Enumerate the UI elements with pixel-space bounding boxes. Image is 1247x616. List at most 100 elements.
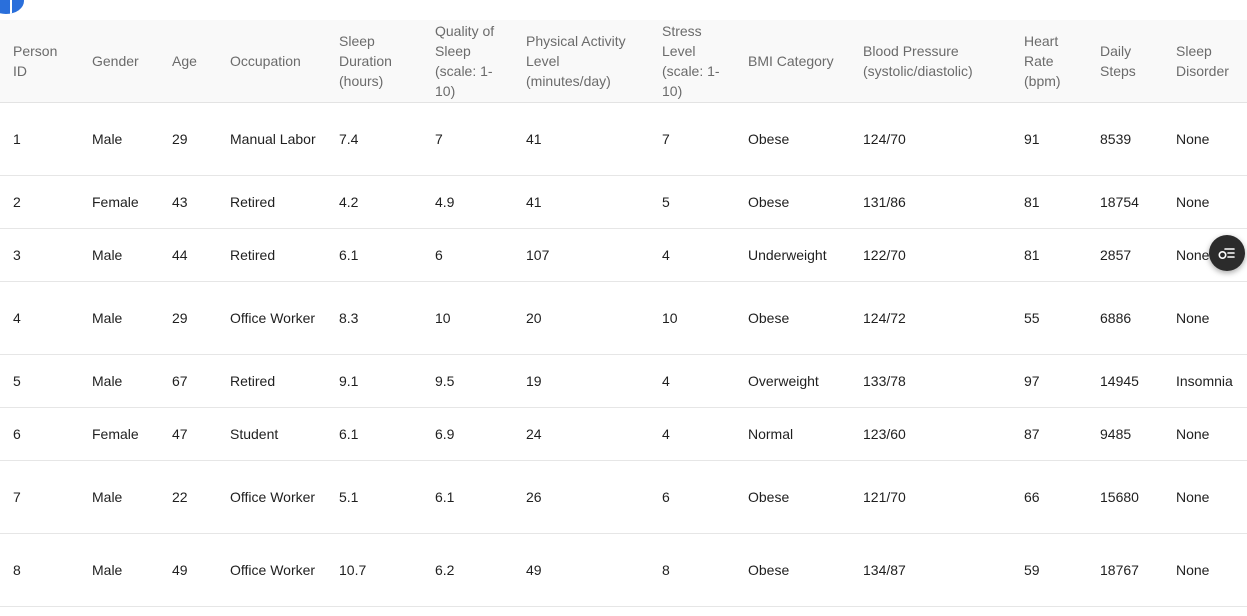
- column-header[interactable]: Heart Rate (bpm): [1024, 32, 1061, 89]
- table-cell: Female: [79, 175, 159, 229]
- table-cell: 67: [159, 354, 217, 408]
- table-cell: None: [1163, 175, 1247, 229]
- table-cell: 18767: [1087, 533, 1163, 607]
- table-cell: 7.4: [326, 102, 422, 176]
- table-cell: 14945: [1087, 354, 1163, 408]
- filter-options-button[interactable]: [1209, 235, 1245, 271]
- table-cell: 10.7: [326, 533, 422, 607]
- table-cell: 26: [513, 460, 649, 534]
- table-cell: 41: [513, 102, 649, 176]
- table-cell: 10: [422, 281, 513, 355]
- table-cell: 43: [159, 175, 217, 229]
- table-cell: Male: [79, 281, 159, 355]
- table-cell: 41: [513, 175, 649, 229]
- data-table-container: Person ID Gender Age Occupation Sleep Du…: [0, 20, 1247, 607]
- table-cell: Retired: [217, 175, 326, 229]
- table-cell: 8: [649, 533, 735, 607]
- column-header[interactable]: Stress Level (scale: 1-10): [662, 22, 720, 99]
- table-cell: 20: [513, 281, 649, 355]
- table-cell: Normal: [735, 407, 850, 461]
- table-cell: 124/70: [850, 102, 1011, 176]
- table-cell: 10: [649, 281, 735, 355]
- table-cell: 1: [0, 102, 79, 176]
- table-cell: 6.9: [422, 407, 513, 461]
- table-cell: 7: [649, 102, 735, 176]
- table-cell: 2: [0, 175, 79, 229]
- table-cell: Manual Labor: [217, 102, 326, 176]
- table-cell: Obese: [735, 281, 850, 355]
- table-cell: 81: [1011, 175, 1087, 229]
- table-cell: 121/70: [850, 460, 1011, 534]
- table-cell: Office Worker: [217, 460, 326, 534]
- table-cell: None: [1163, 281, 1247, 355]
- column-header[interactable]: BMI Category: [748, 52, 834, 69]
- table-cell: 7: [0, 460, 79, 534]
- table-cell: 5: [649, 175, 735, 229]
- filter-options-icon: [1218, 248, 1235, 260]
- table-cell: 7: [422, 102, 513, 176]
- column-header[interactable]: Occupation: [230, 52, 301, 69]
- table-cell: 47: [159, 407, 217, 461]
- table-cell: 18754: [1087, 175, 1163, 229]
- table-cell: 124/72: [850, 281, 1011, 355]
- column-header[interactable]: Age: [172, 52, 197, 69]
- table-cell: 8.3: [326, 281, 422, 355]
- table-cell: 6886: [1087, 281, 1163, 355]
- table-cell: Male: [79, 354, 159, 408]
- column-header[interactable]: Quality of Sleep (scale: 1-10): [435, 22, 495, 99]
- table-cell: 131/86: [850, 175, 1011, 229]
- table-cell: None: [1163, 407, 1247, 461]
- table-cell: 97: [1011, 354, 1087, 408]
- table-cell: 107: [513, 228, 649, 282]
- table-row: 5 Male 67 Retired 9.1 9.5 19 4 Overweigh…: [0, 354, 1247, 408]
- table-cell: 6.1: [326, 407, 422, 461]
- column-header[interactable]: Blood Pressure (systolic/diastolic): [863, 42, 973, 79]
- table-cell: 4.9: [422, 175, 513, 229]
- table-cell: 44: [159, 228, 217, 282]
- column-header[interactable]: Physical Activity Level (minutes/day): [526, 32, 626, 89]
- table-cell: Overweight: [735, 354, 850, 408]
- table-cell: 6.1: [326, 228, 422, 282]
- table-cell: 29: [159, 281, 217, 355]
- column-header[interactable]: Sleep Duration (hours): [339, 32, 392, 89]
- table-cell: Student: [217, 407, 326, 461]
- table-cell: 4: [649, 228, 735, 282]
- table-cell: Underweight: [735, 228, 850, 282]
- table-cell: Obese: [735, 175, 850, 229]
- table-cell: 55: [1011, 281, 1087, 355]
- table-cell: 133/78: [850, 354, 1011, 408]
- table-cell: 123/60: [850, 407, 1011, 461]
- table-row: 6 Female 47 Student 6.1 6.9 24 4 Normal …: [0, 407, 1247, 461]
- table-cell: 5.1: [326, 460, 422, 534]
- table-cell: 4.2: [326, 175, 422, 229]
- column-header[interactable]: Gender: [92, 52, 139, 69]
- table-cell: 22: [159, 460, 217, 534]
- column-header[interactable]: Sleep Disorder: [1176, 42, 1229, 79]
- table-cell: 15680: [1087, 460, 1163, 534]
- table-header-row: Person ID Gender Age Occupation Sleep Du…: [0, 20, 1247, 102]
- table-cell: 6.2: [422, 533, 513, 607]
- table-cell: 8: [0, 533, 79, 607]
- table-cell: 9.1: [326, 354, 422, 408]
- table-cell: 4: [0, 281, 79, 355]
- table-row: 7 Male 22 Office Worker 5.1 6.1 26 6 Obe…: [0, 460, 1247, 534]
- table-cell: 59: [1011, 533, 1087, 607]
- table-cell: Obese: [735, 533, 850, 607]
- info-badge-icon[interactable]: [0, 0, 24, 14]
- table-cell: 8539: [1087, 102, 1163, 176]
- table-cell: 6: [649, 460, 735, 534]
- table-cell: 87: [1011, 407, 1087, 461]
- table-cell: 134/87: [850, 533, 1011, 607]
- table-cell: Obese: [735, 102, 850, 176]
- table-row: 1 Male 29 Manual Labor 7.4 7 41 7 Obese …: [0, 102, 1247, 176]
- table-cell: 24: [513, 407, 649, 461]
- table-cell: 91: [1011, 102, 1087, 176]
- column-header[interactable]: Daily Steps: [1100, 42, 1136, 79]
- column-header[interactable]: Person ID: [13, 42, 58, 79]
- table-cell: Female: [79, 407, 159, 461]
- table-cell: 6: [0, 407, 79, 461]
- table-cell: 4: [649, 354, 735, 408]
- table-cell: None: [1163, 102, 1247, 176]
- table-cell: None: [1163, 460, 1247, 534]
